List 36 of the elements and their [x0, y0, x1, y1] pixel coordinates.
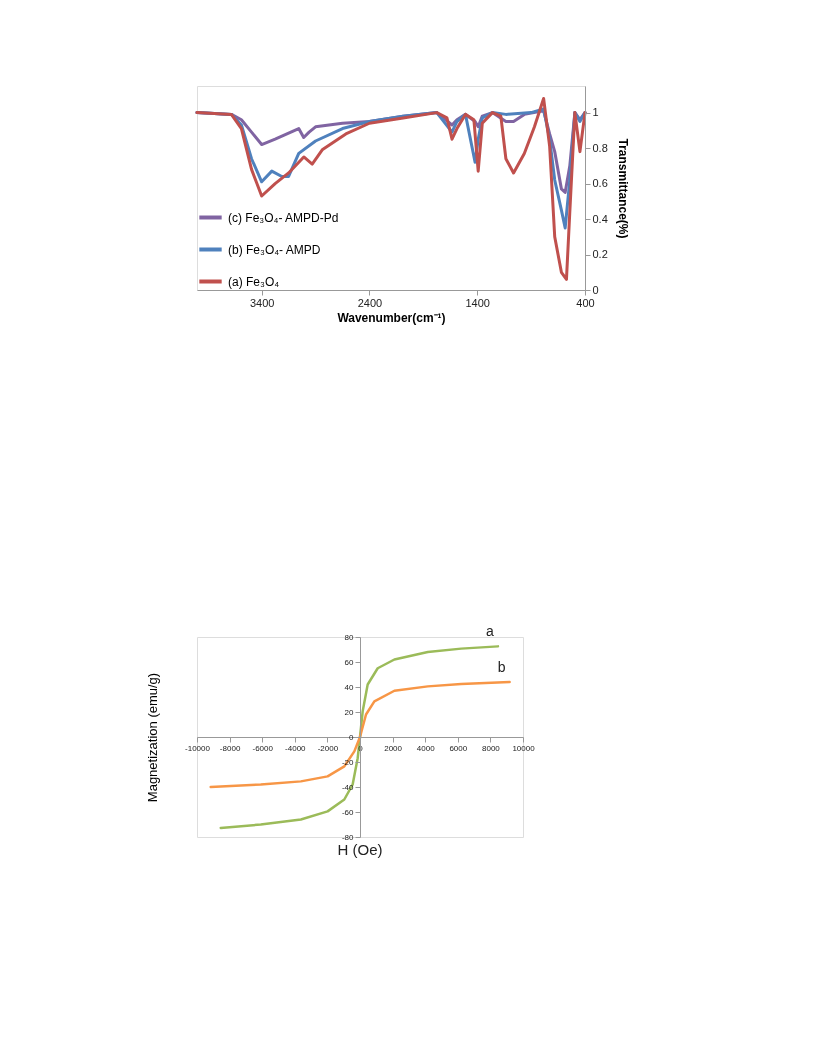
x-tick-label: -8000: [219, 743, 241, 753]
y-tick-label: 40: [344, 682, 355, 692]
x-tick-label: 2000: [384, 743, 403, 753]
y-tick-label: -60: [341, 807, 355, 817]
y-tick-label: -80: [341, 832, 355, 842]
x-tick-label: 8000: [482, 743, 501, 753]
legend-label: (b) Fe₃O₄- AMPD: [228, 242, 321, 257]
x-tick-label: -10000: [185, 743, 211, 753]
x-tick-label: 400: [576, 296, 595, 309]
x-axis-title: H (Oe): [337, 841, 383, 858]
y-axis-title: Magnetization (emu/g): [144, 672, 160, 803]
series-label: a: [486, 623, 495, 640]
y-tick-label: 0: [592, 283, 599, 296]
x-tick-label: 6000: [449, 743, 468, 753]
y-axis-title: Transmittance(%): [615, 138, 630, 239]
legend-label: (c) Fe₃O₄- AMPD-Pd: [228, 210, 339, 225]
y-tick-label: 0.4: [592, 212, 608, 225]
x-tick-label: 3400: [249, 296, 275, 309]
y-tick-label: 20: [344, 707, 355, 717]
y-tick-label: 80: [344, 632, 355, 642]
x-tick-label: -6000: [252, 743, 274, 753]
x-tick-label: 1400: [465, 296, 490, 309]
y-tick-label: 0: [349, 732, 355, 742]
x-tick-label: 10000: [512, 743, 536, 753]
y-tick-label: 0.8: [592, 141, 608, 154]
y-tick-label: 0.6: [592, 177, 608, 190]
x-axis-title: Wavenumber(cm⁻¹): [337, 310, 446, 325]
legend-label: (a) Fe₃O₄: [228, 274, 280, 289]
y-tick-label: 60: [344, 657, 355, 667]
x-tick-label: -4000: [285, 743, 307, 753]
x-tick-label: 2400: [357, 296, 383, 309]
x-tick-label: 4000: [416, 743, 436, 753]
y-tick-label: 1: [592, 106, 599, 119]
y-tick-label: 0.2: [592, 248, 608, 261]
x-tick-label: -2000: [317, 743, 339, 753]
series-label: b: [497, 659, 506, 675]
